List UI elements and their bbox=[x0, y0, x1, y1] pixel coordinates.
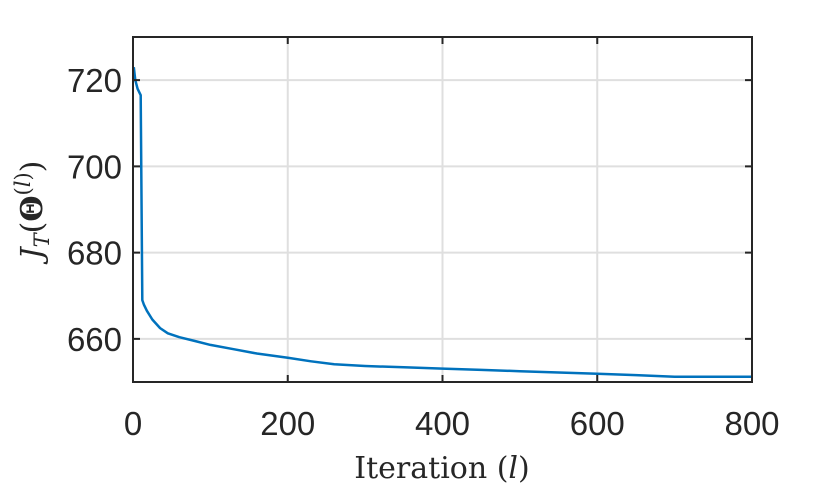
x-tick-label: 0 bbox=[124, 405, 142, 442]
grid bbox=[132, 37, 753, 382]
x-tick-label: 400 bbox=[415, 405, 470, 442]
y-axis-label: JT(Θ(l)) bbox=[11, 161, 54, 266]
series bbox=[132, 67, 752, 379]
y-tick-label: 680 bbox=[67, 235, 122, 272]
series-line bbox=[132, 67, 752, 379]
y-tick-label: 660 bbox=[67, 321, 122, 358]
x-tick-label: 600 bbox=[570, 405, 625, 442]
y-tick-label: 720 bbox=[67, 62, 122, 99]
ticks: 0 200 400 600 800 660 680 700 720 bbox=[67, 37, 780, 442]
x-tick-label: 800 bbox=[724, 405, 779, 442]
x-axis-label: Iteration (l) bbox=[354, 451, 530, 486]
y-tick-label: 700 bbox=[67, 148, 122, 185]
x-tick-label: 200 bbox=[260, 405, 315, 442]
